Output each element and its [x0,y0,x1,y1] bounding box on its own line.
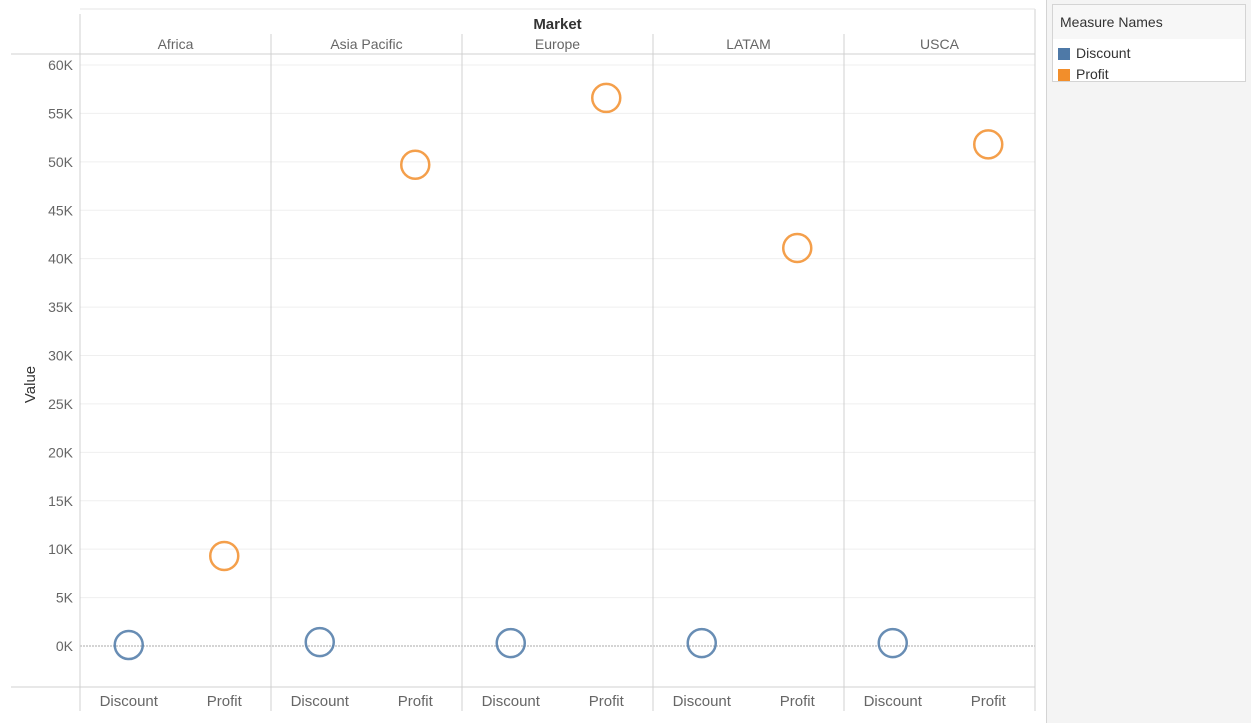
data-marks [113,82,1004,661]
y-tick-5k: 5K [56,590,74,606]
legend-label-discount: Discount [1076,45,1131,61]
chart-area: Market Africa Asia Pacific Europe LATAM USCA … [0,0,1047,723]
market-header: Market [533,16,581,33]
chart-frame [11,8,1036,711]
legend-title: Measure Names [1053,5,1245,39]
y-tick-45k: 45K [48,202,74,218]
y-tick-35k: 35K [48,299,74,315]
y-tick-55k: 55K [48,105,74,121]
x-tick-usca-profit: Profit [971,693,1007,710]
legend-swatch-profit [1058,68,1070,81]
point-latam-discount [686,627,717,659]
x-tick-asia-pacific-profit: Profit [398,693,434,710]
y-tick-40k: 40K [48,251,74,267]
market-label-usca: USCA [920,36,960,52]
point-africa-profit [209,540,240,572]
gridlines [80,64,1035,647]
point-asia-pacific-profit [400,149,431,180]
x-tick-europe-discount: Discount [482,693,541,710]
y-tick-50k: 50K [48,154,74,170]
legend-label-profit: Profit [1076,66,1109,82]
x-tick-africa-discount: Discount [100,693,159,710]
x-tick-africa-profit: Profit [207,693,243,710]
legend-swatch-discount [1058,47,1070,60]
point-usca-discount [877,627,908,659]
market-label-latam: LATAM [726,36,771,52]
point-europe-profit [591,82,622,114]
y-tick-30k: 30K [48,348,74,364]
point-asia-pacific-discount [304,626,335,658]
point-usca-profit [973,129,1004,160]
market-label-europe: Europe [535,36,580,52]
legend: Measure Names Discount Profit [1052,4,1246,82]
y-tick-10k: 10K [48,541,74,557]
y-tick-60k: 60K [48,57,74,73]
x-tick-asia-pacific-discount: Discount [291,693,350,710]
point-latam-profit [782,232,813,264]
point-africa-discount [113,629,144,661]
y-tick-0k: 0K [56,638,74,654]
column-headers: Market Africa Asia Pacific Europe LATAM USCA [158,16,960,52]
y-tick-15k: 15K [48,493,74,509]
x-axis: Discount Profit Discount Profit Discount Prof… [100,693,1007,710]
x-tick-latam-discount: Discount [673,693,732,710]
legend-item-discount[interactable]: Discount [1053,43,1245,64]
y-tick-20k: 20K [48,444,74,460]
y-tick-25k: 25K [48,396,74,412]
y-axis-label: Value [22,366,39,403]
market-label-africa: Africa [158,36,194,52]
x-tick-europe-profit: Profit [589,693,625,710]
point-europe-discount [495,627,526,659]
x-tick-latam-profit: Profit [780,693,816,710]
y-axis: 0K 5K 10K 15K 20K 25K 30K 35K 40K 45K 50K 55K 60K Val… [22,57,74,654]
legend-items: Discount Profit [1053,43,1245,85]
market-label-asia-pacific: Asia Pacific [330,36,402,52]
legend-item-profit[interactable]: Profit [1053,64,1245,85]
x-tick-usca-discount: Discount [864,693,923,710]
